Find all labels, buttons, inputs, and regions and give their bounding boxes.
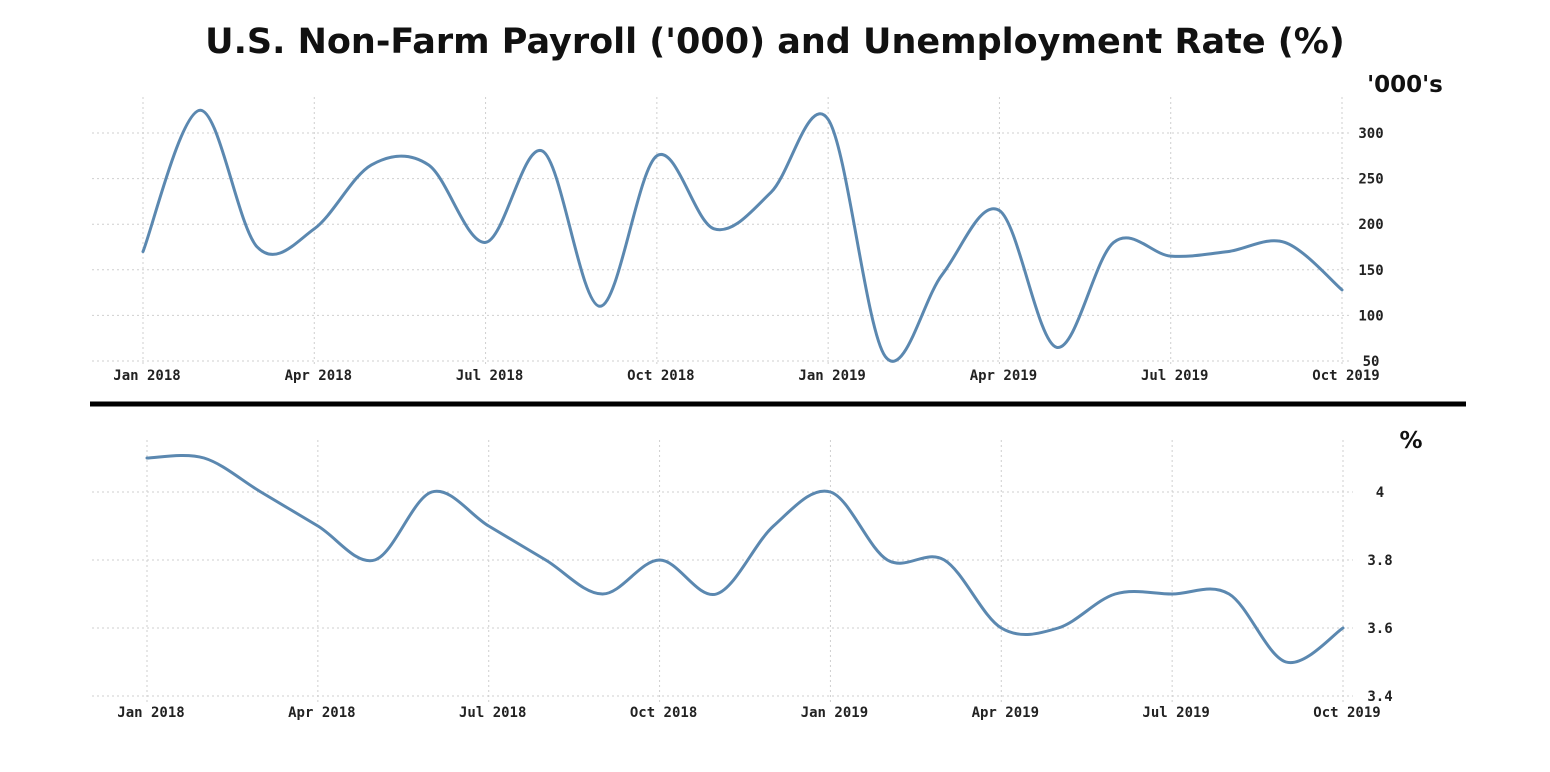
unemployment-data-point <box>1226 591 1232 597</box>
payroll-data-point <box>540 148 546 154</box>
unemployment-x-tick-label-jul-2018: Jul 2018 <box>459 705 526 721</box>
unemployment-x-tick-label-oct-2019: Oct 2019 <box>1313 705 1380 721</box>
payroll-data-point <box>597 303 603 309</box>
payroll-data-point <box>197 107 203 113</box>
payroll-data-point <box>996 208 1002 214</box>
payroll-x-tick-label-apr-2018: Apr 2018 <box>285 368 352 384</box>
unemployment-data-point <box>258 489 264 495</box>
unemployment-data-point <box>486 523 492 529</box>
unemployment-data-point <box>657 557 663 563</box>
unemployment-data-point <box>543 557 549 563</box>
unemployment-y-tick-label: 3.4 <box>1367 689 1392 705</box>
unemployment-x-tick-label-apr-2019: Apr 2019 <box>972 705 1039 721</box>
payroll-data-point <box>254 244 260 250</box>
payroll-y-tick-label: 250 <box>1358 172 1383 188</box>
payroll-y-tick-label: 150 <box>1358 263 1383 279</box>
payroll-x-tick-label-jan-2019: Jan 2019 <box>798 368 865 384</box>
unemployment-data-point <box>201 455 207 461</box>
unemployment-data-point <box>771 523 777 529</box>
unemployment-data-point <box>429 489 435 495</box>
unemployment-data-point <box>941 557 947 563</box>
unemployment-data-point <box>827 489 833 495</box>
payroll-data-point <box>1111 239 1117 245</box>
payroll-x-tick-label-oct-2019: Oct 2019 <box>1312 368 1379 384</box>
payroll-data-point <box>1054 344 1060 350</box>
payroll-data-point <box>140 249 146 255</box>
unemployment-data-point <box>1340 625 1346 631</box>
unemployment-data-point <box>144 455 150 461</box>
payroll-data-point <box>939 271 945 277</box>
payroll-series-line <box>141 108 1344 363</box>
payroll-data-point <box>483 239 489 245</box>
payroll-data-point <box>311 226 317 232</box>
payroll-y-tick-label: 100 <box>1358 308 1383 324</box>
unemployment-x-tick-label-oct-2018: Oct 2018 <box>630 705 697 721</box>
payroll-data-point <box>1282 239 1288 245</box>
payroll-data-point <box>1225 249 1231 255</box>
payroll-x-tick-label-jul-2019: Jul 2019 <box>1141 368 1208 384</box>
payroll-x-tick-label-oct-2018: Oct 2018 <box>627 368 694 384</box>
unemployment-data-point <box>315 523 321 529</box>
unemployment-y-tick-label: 4 <box>1376 485 1384 501</box>
unemployment-data-point <box>884 557 890 563</box>
payroll-data-point <box>426 162 432 168</box>
payroll-x-tick-label-apr-2019: Apr 2019 <box>970 368 1037 384</box>
unemployment-data-point <box>1055 625 1061 631</box>
unemployment-series-line <box>145 453 1345 665</box>
payroll-x-tick-label-jan-2018: Jan 2018 <box>113 368 180 384</box>
unemployment-x-tick-label-apr-2018: Apr 2018 <box>288 705 355 721</box>
payroll-x-tick-label-jul-2018: Jul 2018 <box>456 368 523 384</box>
unemployment-data-point <box>372 557 378 563</box>
unemployment-y-tick-label: 3.6 <box>1367 621 1392 637</box>
payroll-data-point <box>1339 287 1345 293</box>
payroll-chart-panel: 50 100 150 200 250 300 Jan 2018 Apr 2018 Jul 201… <box>92 72 1443 384</box>
unemployment-x-tick-label-jul-2019: Jul 2019 <box>1142 705 1209 721</box>
payroll-data-point <box>882 353 888 359</box>
payroll-data-point <box>825 116 831 122</box>
page-title: U.S. Non-Farm Payroll ('000) and Unemplo… <box>205 22 1345 62</box>
payroll-unit-label: '000's <box>1367 72 1443 98</box>
payroll-data-point <box>654 153 660 159</box>
payroll-y-tick-label: 300 <box>1358 126 1383 142</box>
unemployment-data-point <box>998 625 1004 631</box>
payroll-data-point <box>1168 253 1174 259</box>
unemployment-unit-label: % <box>1399 428 1422 454</box>
unemployment-data-point <box>1169 591 1175 597</box>
payroll-data-point <box>768 189 774 195</box>
payroll-y-tick-label: 200 <box>1358 217 1383 233</box>
payroll-y-tick-label: 50 <box>1363 354 1380 370</box>
unemployment-data-point <box>714 591 720 597</box>
payroll-data-point <box>711 226 717 232</box>
unemployment-x-tick-label-jan-2019: Jan 2019 <box>801 705 868 721</box>
unemployment-data-point <box>600 591 606 597</box>
unemployment-chart-panel: 3.4 3.6 3.8 4 Jan 2018 Apr 2018 Jul 2018 Oct 20… <box>92 428 1423 721</box>
unemployment-x-tick-label-jan-2018: Jan 2018 <box>117 705 184 721</box>
unemployment-y-tick-label: 3.8 <box>1367 553 1392 569</box>
payroll-data-point <box>368 162 374 168</box>
unemployment-data-point <box>1283 659 1289 665</box>
unemployment-data-point <box>1112 591 1118 597</box>
